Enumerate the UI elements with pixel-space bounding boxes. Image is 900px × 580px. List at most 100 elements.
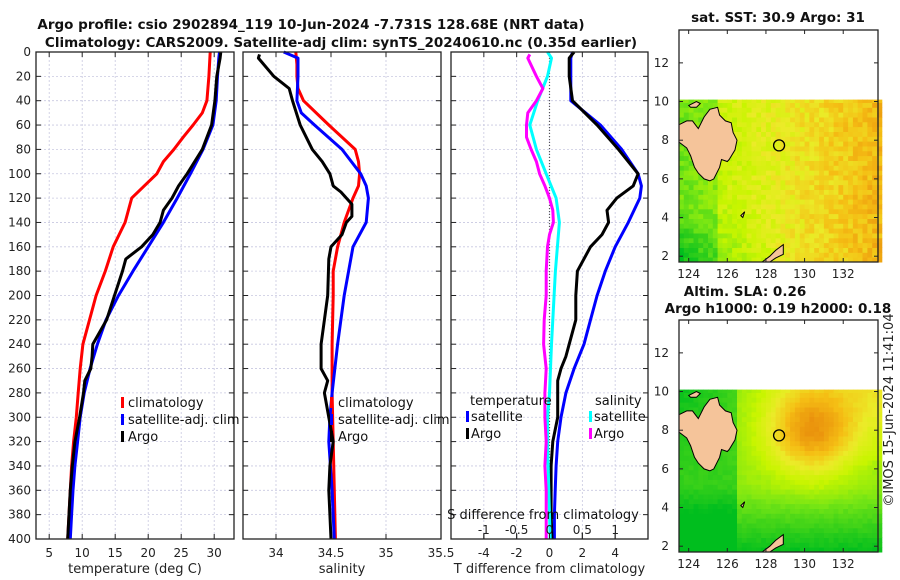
heatmap-cell xyxy=(852,121,859,128)
heatmap-cell xyxy=(877,479,883,485)
heatmap-cell xyxy=(809,397,815,403)
heatmap-cell xyxy=(785,170,791,176)
heatmap-cell xyxy=(746,527,752,534)
heatmap-cell xyxy=(790,160,796,166)
heatmap-cell xyxy=(794,165,801,171)
heatmap-cell xyxy=(848,252,854,258)
heatmap-cell xyxy=(708,484,714,490)
heatmap-cell xyxy=(775,112,781,118)
heatmap-cell xyxy=(717,489,723,495)
heatmap-cell xyxy=(727,208,733,215)
heatmap-cell xyxy=(867,141,873,147)
heatmap-cell xyxy=(708,257,714,263)
heatmap-cell xyxy=(722,527,728,534)
heatmap-cell xyxy=(852,228,859,234)
heatmap-cell xyxy=(688,523,694,529)
heatmap-cell xyxy=(756,484,762,490)
heatmap-cell xyxy=(862,170,868,176)
heatmap-cell xyxy=(814,537,820,543)
heatmap-cell xyxy=(823,532,830,538)
heatmap-cell xyxy=(693,199,699,205)
heatmap-cell xyxy=(838,397,844,403)
heatmap-cell xyxy=(746,126,752,132)
heatmap-cell xyxy=(775,213,781,219)
heatmap-cell xyxy=(852,117,859,123)
heatmap-cell xyxy=(809,508,815,514)
heatmap-cell xyxy=(679,436,685,442)
heatmap-cell xyxy=(770,233,777,239)
heatmap-cell xyxy=(688,199,694,205)
heatmap-cell xyxy=(823,416,830,422)
heatmap-cell xyxy=(775,189,781,195)
heatmap-cell xyxy=(688,189,694,195)
heatmap-cell xyxy=(862,392,868,398)
heatmap-cell xyxy=(814,121,820,128)
heatmap-cell xyxy=(727,102,733,108)
heatmap-cell xyxy=(790,117,796,123)
heatmap-cell xyxy=(751,194,757,200)
heatmap-cell xyxy=(785,242,791,248)
heatmap-cell xyxy=(679,117,685,123)
heatmap-cell xyxy=(857,213,863,219)
heatmap-cell xyxy=(756,150,762,157)
heatmap-cell xyxy=(877,99,883,103)
heatmap-cell xyxy=(737,389,743,393)
heatmap-cell xyxy=(838,426,844,432)
heatmap-cell xyxy=(785,542,791,548)
heatmap-cell xyxy=(843,537,849,543)
heatmap-cell xyxy=(848,426,854,432)
heatmap-cell xyxy=(780,175,786,181)
heatmap-cell xyxy=(679,233,685,239)
heatmap-cell xyxy=(770,146,777,152)
heatmap-cell xyxy=(732,155,738,161)
heatmap-cell xyxy=(809,117,815,123)
heatmap-cell xyxy=(737,252,743,258)
heatmap-cell xyxy=(703,218,709,224)
heatmap-cell xyxy=(746,194,752,200)
heatmap-cell xyxy=(693,179,699,186)
heatmap-cell xyxy=(809,107,815,113)
heatmap-cell xyxy=(698,547,704,553)
heatmap-cell xyxy=(804,247,810,253)
heatmap-cell xyxy=(848,204,854,210)
heatmap-cell xyxy=(683,199,690,205)
heatmap-cell xyxy=(717,389,723,393)
heatmap-cell xyxy=(804,542,810,548)
heatmap-cell xyxy=(741,402,748,408)
heatmap-cell xyxy=(765,494,772,500)
heatmap-cell xyxy=(838,489,844,495)
heatmap-cell xyxy=(741,237,748,244)
heatmap-cell xyxy=(751,179,757,186)
heatmap-cell xyxy=(794,184,801,190)
heatmap-cell xyxy=(862,436,868,442)
heatmap-cell xyxy=(828,518,834,524)
heatmap-cell xyxy=(741,436,748,442)
heatmap-cell xyxy=(756,175,762,181)
heatmap-cell xyxy=(722,474,728,480)
heatmap-cell xyxy=(761,503,767,509)
heatmap-cell xyxy=(780,228,786,234)
heatmap-cell xyxy=(746,102,752,108)
heatmap-cell xyxy=(819,532,825,538)
heatmap-cell xyxy=(790,474,796,480)
heatmap-cell xyxy=(727,112,733,118)
heatmap-cell xyxy=(756,155,762,161)
heatmap-cell xyxy=(809,402,815,408)
heatmap-cell xyxy=(732,513,738,519)
heatmap-cell xyxy=(761,242,767,248)
heatmap-cell xyxy=(770,121,777,128)
heatmap-cell xyxy=(732,179,738,186)
heatmap-cell xyxy=(756,465,762,471)
heatmap-cell xyxy=(722,252,728,258)
heatmap-cell xyxy=(809,547,815,553)
heatmap-cell xyxy=(790,213,796,219)
heatmap-cell xyxy=(872,498,878,505)
heatmap-cell xyxy=(751,513,757,519)
heatmap-cell xyxy=(732,213,738,219)
heatmap-cell xyxy=(765,99,772,103)
heatmap-cell xyxy=(814,179,820,186)
heatmap-cell xyxy=(804,503,810,509)
heatmap-cell xyxy=(794,223,801,229)
